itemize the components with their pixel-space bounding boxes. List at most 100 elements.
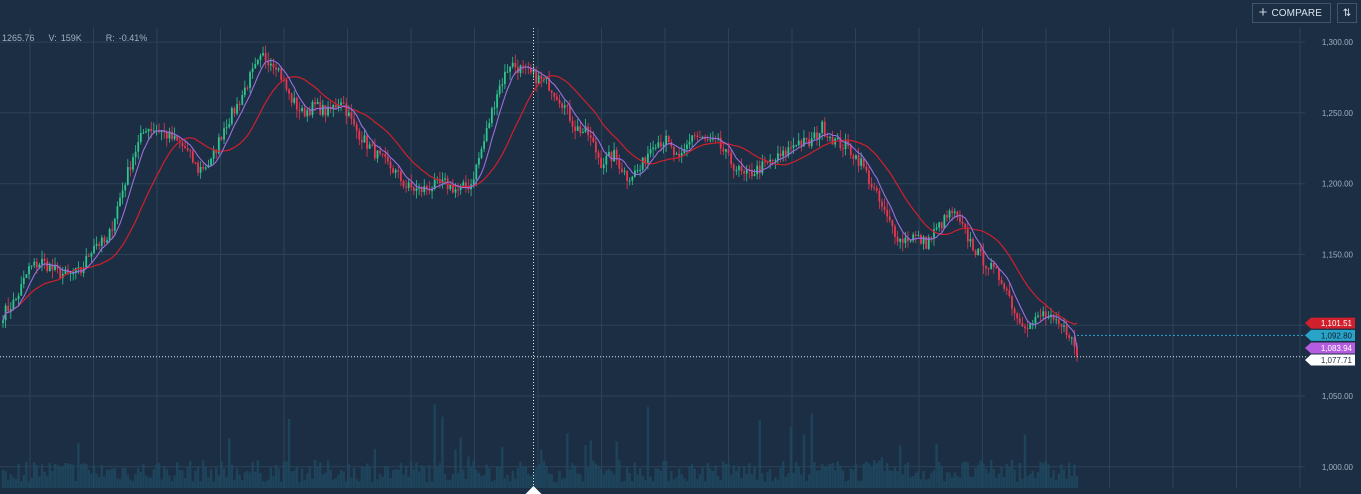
volume-bar	[820, 463, 824, 488]
candle-body	[126, 167, 129, 185]
candle-body	[589, 135, 592, 138]
compare-button[interactable]: + COMPARE	[1251, 3, 1331, 23]
volume-bar	[293, 470, 296, 488]
volume-bar	[233, 480, 236, 488]
candle-body	[1003, 283, 1006, 289]
candle-body	[865, 166, 868, 171]
candle-body	[1052, 314, 1055, 320]
candle-body	[615, 149, 618, 160]
volume-bar	[787, 472, 790, 488]
candle-body	[277, 68, 280, 70]
volume-bar	[612, 474, 616, 488]
candle-body	[660, 142, 662, 147]
volume-bar	[532, 473, 535, 488]
volume-bar	[170, 481, 174, 488]
volume-bar	[937, 461, 941, 488]
candle-body	[389, 161, 392, 169]
candle-body	[355, 124, 358, 131]
volume-bar	[995, 477, 998, 488]
volume-bar	[189, 461, 192, 488]
volume-bar	[724, 463, 728, 488]
info-volume: 159K	[60, 33, 82, 43]
volume-bar	[199, 480, 202, 488]
volume-bar	[698, 474, 702, 488]
candle-body	[498, 85, 501, 95]
volume-bar	[235, 468, 239, 488]
volume-bar	[462, 469, 465, 488]
candle-body	[1057, 319, 1060, 324]
volume-bar	[547, 473, 551, 488]
volume-bar	[241, 480, 244, 488]
candle-body	[184, 146, 186, 149]
sort-toggle-button[interactable]: ⇅	[1337, 3, 1357, 23]
candle-body	[431, 188, 433, 192]
candle-body	[233, 108, 236, 114]
candle-body	[20, 284, 23, 296]
candle-body	[920, 234, 922, 244]
volume-bar	[597, 465, 600, 488]
candle-body	[225, 127, 228, 129]
candle-body	[334, 104, 337, 108]
candle-body	[106, 240, 108, 243]
volume-bar	[165, 469, 169, 488]
candle-body	[12, 299, 15, 310]
volume-bar	[360, 466, 364, 488]
volume-bar	[72, 464, 75, 488]
candle-body	[290, 93, 293, 103]
candle-body	[327, 106, 329, 116]
candle-body	[191, 151, 194, 163]
candle-body	[425, 186, 428, 190]
volume-bar	[111, 468, 114, 488]
candle-body	[342, 102, 345, 104]
volume-bar	[410, 461, 413, 488]
volume-bar	[961, 462, 964, 488]
volume-bar	[584, 445, 587, 488]
volume-bar	[319, 462, 322, 488]
volume-bar	[636, 474, 639, 488]
candle-body	[548, 78, 551, 91]
candle-body	[1011, 296, 1013, 309]
candle-body	[90, 253, 93, 257]
candle-body	[77, 267, 80, 269]
volume-bar	[217, 475, 221, 488]
volume-bar	[805, 480, 808, 488]
volume-bar	[922, 471, 925, 488]
candle-body	[15, 299, 17, 301]
candle-body	[751, 170, 753, 177]
volume-bar	[321, 474, 325, 488]
volume-bar	[191, 481, 195, 488]
volume-bar	[27, 481, 31, 488]
candle-body	[259, 55, 262, 60]
candle-body	[758, 165, 761, 174]
candle-body	[30, 265, 33, 267]
volume-bar	[818, 470, 821, 488]
volume-bar	[711, 470, 715, 488]
volume-bar	[105, 469, 109, 488]
candle-body	[394, 170, 397, 173]
volume-bar	[415, 462, 418, 488]
volume-bar	[485, 464, 488, 488]
candle-body	[896, 236, 899, 242]
volume-bar	[163, 465, 166, 488]
volume-bar	[272, 476, 275, 488]
volume-bar	[581, 481, 585, 488]
candle-body	[321, 104, 324, 115]
volume-bar	[332, 479, 335, 488]
volume-bar	[516, 468, 520, 488]
candle-body	[451, 184, 454, 193]
volume-bar	[529, 475, 533, 488]
candle-body	[790, 147, 792, 149]
volume-bar	[979, 460, 982, 488]
volume-bar	[966, 462, 969, 488]
candle-body	[197, 162, 199, 173]
candle-body	[922, 236, 925, 244]
volume-bar	[914, 472, 917, 488]
candle-body	[909, 240, 912, 242]
volume-bar	[337, 474, 340, 488]
volume-bar	[555, 481, 559, 488]
volume-bar	[238, 475, 241, 488]
candle-body	[956, 211, 959, 217]
volume-bar	[748, 463, 751, 488]
volume-bar	[215, 467, 218, 488]
